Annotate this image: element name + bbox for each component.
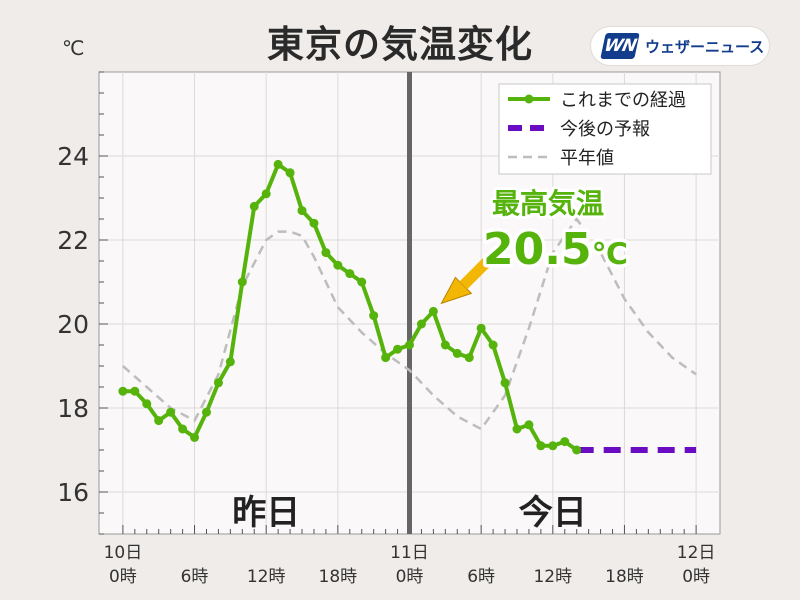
x-tick-hour-label: 0時 xyxy=(109,567,137,587)
x-tick-hour-label: 12時 xyxy=(247,567,286,587)
observed-point xyxy=(190,432,200,442)
max-temp-value: 20.5℃ xyxy=(483,224,628,275)
max-temp-label: 最高気温 xyxy=(492,187,604,220)
x-tick-hour-label: 12時 xyxy=(533,567,572,587)
observed-point xyxy=(536,441,546,451)
observed-point xyxy=(273,159,283,169)
x-tick-day-label: 11日 xyxy=(390,543,429,563)
y-tick-label: 22 xyxy=(57,226,89,255)
max-temp-number: 20.5 xyxy=(483,224,592,275)
observed-point xyxy=(142,399,152,409)
chart-title: 東京の気温変化 xyxy=(267,23,533,66)
observed-point xyxy=(249,201,259,211)
y-axis-unit: ℃ xyxy=(62,36,85,60)
legend-label: これまでの経過 xyxy=(560,90,686,111)
x-tick-day-label: 10日 xyxy=(104,543,143,563)
x-tick-day-label: 12日 xyxy=(677,543,716,563)
observed-point xyxy=(285,168,295,178)
observed-point xyxy=(369,311,379,321)
x-tick-hour-label: 0時 xyxy=(396,567,424,587)
observed-point xyxy=(178,424,188,434)
observed-point xyxy=(381,353,391,363)
observed-point xyxy=(213,378,223,388)
observed-point xyxy=(130,386,140,396)
x-tick-hour-label: 18時 xyxy=(319,567,358,587)
max-temp-unit: ℃ xyxy=(592,237,628,272)
observed-point xyxy=(201,407,211,417)
x-tick-hour-label: 0時 xyxy=(682,567,710,587)
observed-point xyxy=(345,269,355,279)
observed-point xyxy=(225,357,235,367)
y-tick-label: 24 xyxy=(57,142,89,171)
observed-point xyxy=(452,348,462,358)
observed-point xyxy=(572,445,582,455)
weathernews-logo: WN ウェザーニュース xyxy=(591,27,769,65)
observed-point xyxy=(488,340,498,350)
x-tick-hour-label: 18時 xyxy=(605,567,644,587)
observed-point xyxy=(393,344,403,354)
observed-point xyxy=(333,260,343,270)
observed-point xyxy=(118,386,128,396)
observed-point xyxy=(476,323,486,333)
y-tick-label: 18 xyxy=(57,394,89,423)
observed-point xyxy=(154,416,164,426)
observed-point xyxy=(297,206,307,216)
axes: 16 18 20 22 24 10日 0時 6時 12時 18時 11日 0時 6時 12時 18時 12日 0… xyxy=(57,71,716,587)
observed-point xyxy=(416,319,426,329)
observed-point xyxy=(560,437,570,447)
day-labels: 昨日 今日 xyxy=(232,493,587,533)
observed-point xyxy=(166,407,176,417)
y-tick-label: 20 xyxy=(57,310,89,339)
day-label: 昨日 xyxy=(232,493,300,533)
y-tick-label: 16 xyxy=(57,478,89,507)
weathernews-logo-text: ウェザーニュース xyxy=(645,38,765,56)
observed-point xyxy=(261,189,271,199)
observed-point xyxy=(405,340,414,350)
day-label: 今日 xyxy=(519,493,587,533)
callout-arrow-shaft xyxy=(459,257,492,290)
observed-point xyxy=(512,424,522,434)
legend-label: 今後の予報 xyxy=(560,119,650,140)
observed-point xyxy=(500,378,510,388)
x-tick-hour-label: 6時 xyxy=(181,567,209,587)
observed-point xyxy=(357,277,367,287)
legend-label: 平年値 xyxy=(560,148,614,169)
observed-point xyxy=(237,277,247,287)
x-tick-hour-label: 6時 xyxy=(467,567,495,587)
observed-point xyxy=(321,248,331,258)
legend-marker xyxy=(524,94,534,104)
observed-point xyxy=(428,306,438,316)
observed-point xyxy=(548,441,558,451)
series xyxy=(118,72,697,534)
observed-point xyxy=(309,218,319,228)
observed-point xyxy=(464,353,474,363)
observed-point xyxy=(524,420,534,430)
max-temp-callout: 最高気温 20.5℃ xyxy=(440,184,631,305)
observed-point xyxy=(440,340,450,350)
